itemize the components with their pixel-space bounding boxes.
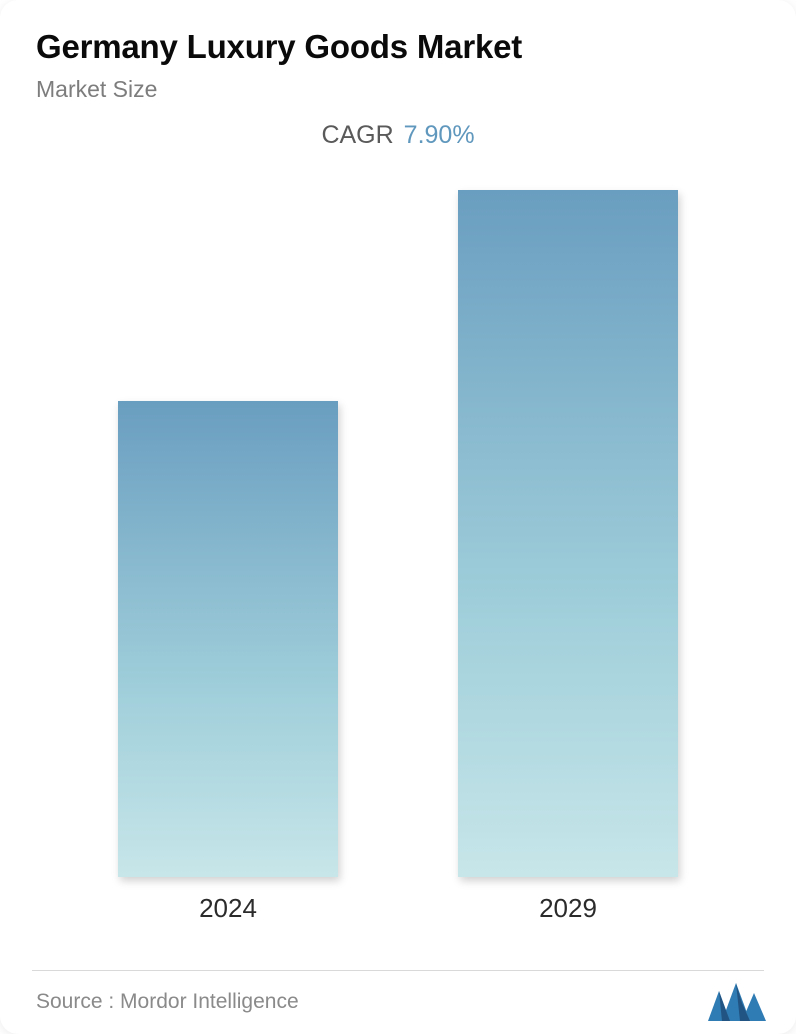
chart-title: Germany Luxury Goods Market bbox=[36, 28, 760, 66]
bar-group-2024: 2024 bbox=[118, 190, 338, 924]
source-text: Source : Mordor Intelligence bbox=[36, 990, 299, 1014]
header: Germany Luxury Goods Market Market Size … bbox=[0, 0, 796, 150]
bar-2029 bbox=[458, 190, 678, 877]
bar-group-2029: 2029 bbox=[458, 190, 678, 924]
chart-card: Germany Luxury Goods Market Market Size … bbox=[0, 0, 796, 1034]
chart-subtitle: Market Size bbox=[36, 76, 760, 103]
bar-chart: 2024 2029 bbox=[0, 190, 796, 924]
bar-label-2029: 2029 bbox=[539, 893, 597, 924]
mordor-logo-icon bbox=[708, 983, 766, 1021]
cagr-label: CAGR bbox=[321, 121, 393, 149]
bar-2024 bbox=[118, 401, 338, 877]
cagr-value: 7.90% bbox=[404, 121, 475, 149]
footer: Source : Mordor Intelligence bbox=[0, 970, 796, 1034]
bar-label-2024: 2024 bbox=[199, 893, 257, 924]
cagr-row: CAGR 7.90% bbox=[36, 121, 760, 150]
